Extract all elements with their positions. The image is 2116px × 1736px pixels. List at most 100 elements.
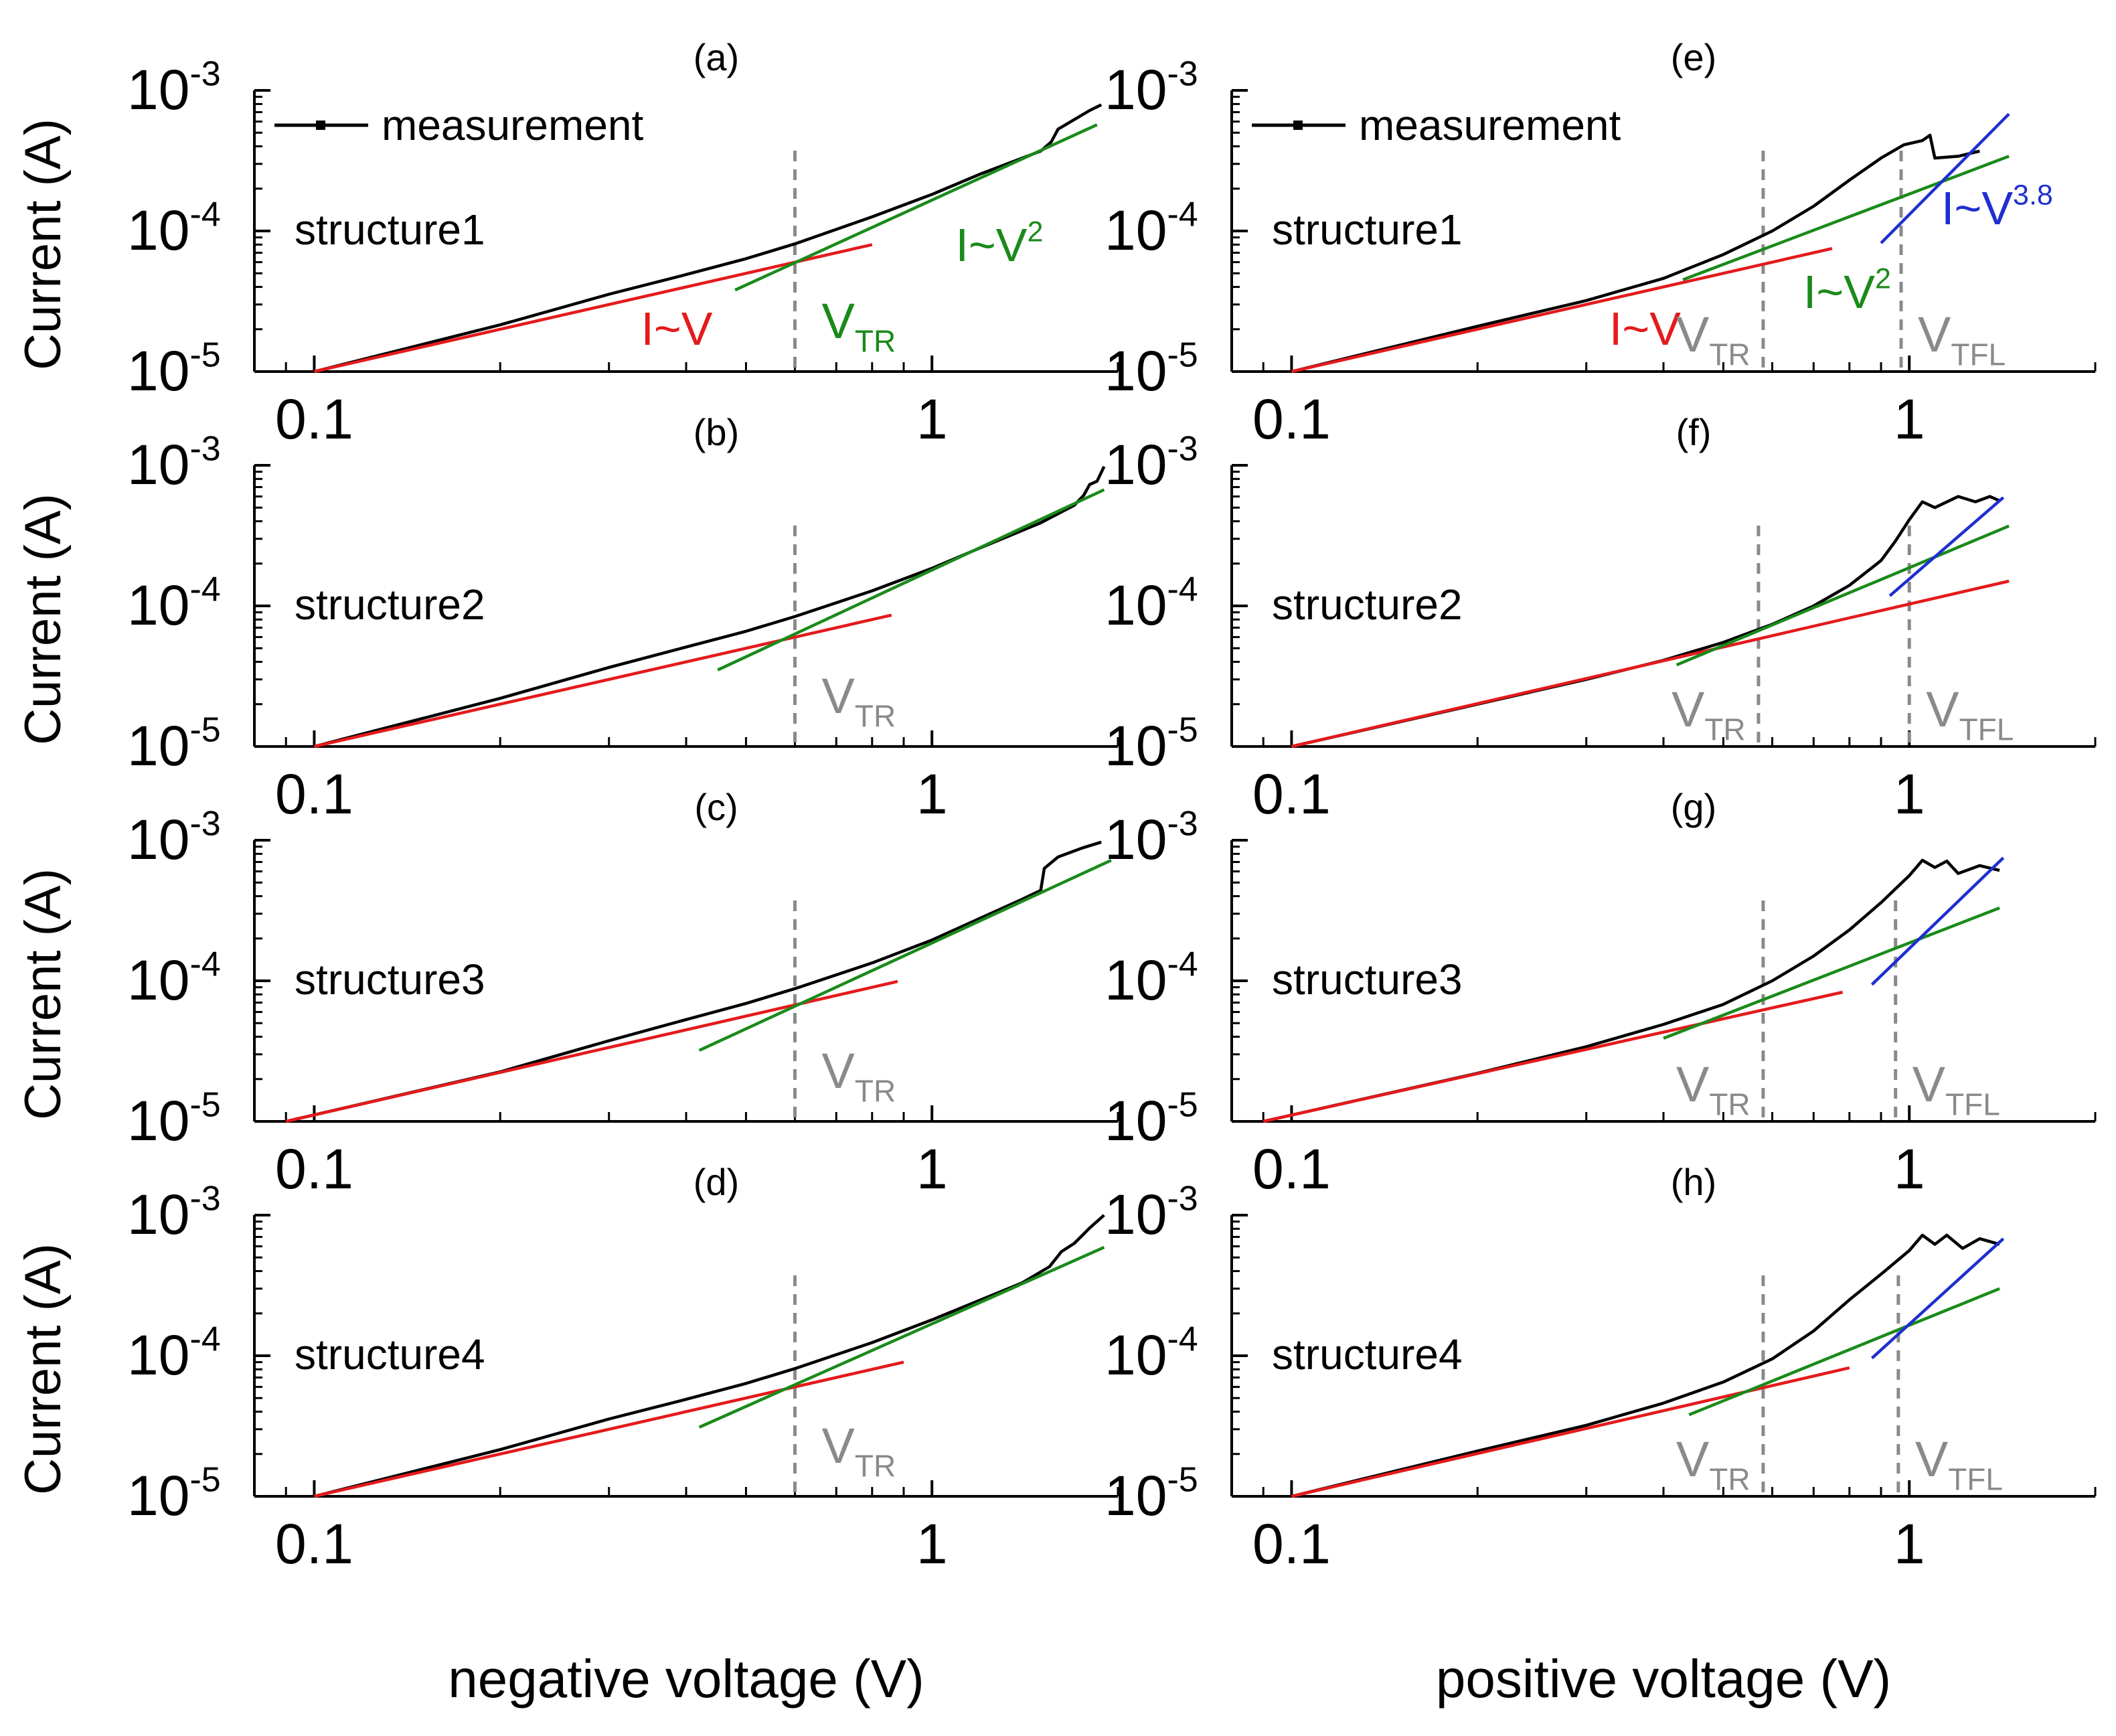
vtfl-label: VTFL [1918,307,2006,372]
tfl-fit-line [1888,496,2005,597]
x-tick-label: 1 [1894,388,1925,451]
panel-label: (f) [1676,411,1712,453]
measurement-curve [313,465,1106,748]
panel-label: (g) [1671,786,1716,828]
quadratic-fit-line [734,123,1098,292]
y-tick-label: 10-4 [1105,945,1198,1012]
x-tick-label: 0.1 [1252,1137,1331,1200]
ohmic-fit-line [1291,1366,1850,1498]
x-tick-label: 1 [1894,763,1925,825]
panel-c: 0.1 1 10-5 10-4 10-3 Current (A) (c) structure3… [15,786,1119,1200]
vtr-label: VTR [1676,1056,1751,1122]
y-tick-label: 10-3 [127,430,221,496]
quadratic-fit-line [698,858,1112,1052]
vtr-label: VTR [821,1418,896,1484]
y-tick-label: 10-4 [1105,195,1198,262]
y-tick-label: 10-3 [1105,430,1198,496]
structure-label: structure1 [1272,206,1463,254]
x-tick-label: 0.1 [275,1512,353,1575]
ohmic-fit-line [1263,990,1844,1123]
ohmic-fit-line [313,243,873,374]
tfl-label: I~V3.8 [1941,179,2053,234]
y-tick-label: 10-4 [127,195,221,262]
vtfl-label: VTFL [1915,1431,2003,1497]
vtr-label: VTR [1676,307,1751,372]
y-tick-label: 10-5 [1105,1461,1198,1527]
quadratic-fit-line [1688,1287,2000,1417]
y-tick-label: 10-5 [127,1461,221,1527]
structure-label: structure1 [295,206,485,254]
y-tick-label: 10-4 [1105,570,1198,637]
y-tick-label: 10-5 [127,711,221,777]
y-axis-label: Current (A) [15,1243,72,1495]
legend-label: measurement [382,101,644,149]
panel-label: (d) [694,1161,739,1203]
quadratic-fit-line [698,1246,1105,1429]
measurement-curve [1263,858,2000,1123]
x-tick-label: 0.1 [1252,1512,1331,1575]
vtfl-label: VTFL [1926,682,2014,747]
tfl-fit-line [1870,1237,2005,1360]
x-axis-label-right: positive voltage (V) [1436,1649,1891,1709]
y-tick-label: 10-4 [127,570,221,637]
x-tick-label: 0.1 [1252,763,1331,825]
vtr-label: VTR [821,1043,896,1109]
panel-label: (e) [1671,36,1716,78]
panel-f: 0.1 1 10-5 10-4 10-3 (f) structure2 VTR VTFL [1105,411,2097,825]
y-tick-label: 10-5 [1105,336,1198,402]
panel-label: (b) [694,411,739,453]
structure-label: structure3 [1272,955,1463,1004]
tfl-fit-line [1870,856,2005,986]
y-tick-label: 10-3 [127,55,221,121]
tfl-fit-line [1880,112,2010,244]
x-axis-label-left: negative voltage (V) [448,1649,924,1709]
y-tick-label: 10-4 [127,945,221,1012]
quadratic-fit-line [717,488,1105,672]
y-tick-label: 10-5 [1105,711,1198,777]
structure-label: structure2 [1272,580,1463,629]
y-tick-label: 10-3 [1105,805,1198,871]
vtfl-label: VTFL [1912,1056,2000,1122]
y-tick-label: 10-3 [1105,55,1198,121]
x-tick-label: 0.1 [275,388,353,451]
measurement-curve [1291,1233,2000,1498]
panel-label: (h) [1671,1161,1716,1203]
panel-e: 0.1 1 10-5 10-4 10-3 (e) structure1 measurement… [1105,36,2097,451]
quadratic-label: I~V2 [955,216,1043,271]
structure-label: structure4 [1272,1330,1463,1378]
measurement-curve [1291,133,1980,374]
y-tick-label: 10-4 [127,1320,221,1387]
ohmic-label: I~V [1609,303,1681,355]
y-tick-label: 10-5 [1105,1086,1198,1152]
x-tick-label: 1 [1894,1137,1925,1200]
panel-b: 0.1 1 10-5 10-4 10-3 Current (A) (b) structure2… [15,411,1119,825]
panel-h: 0.1 1 10-5 10-4 10-3 (h) structure4 VTR VTFL [1105,1161,2097,1575]
measurement-curve [313,1214,1105,1498]
panel-a: 0.1 1 10-5 10-4 10-3 Current (A) (a) structure1… [15,36,1119,451]
x-tick-label: 1 [916,1137,948,1200]
quadratic-fit-line [1676,524,2010,667]
structure-label: structure4 [295,1330,485,1378]
y-axis-label: Current (A) [15,493,72,745]
vtr-label: VTR [821,293,896,359]
legend-label: measurement [1359,101,1621,149]
ohmic-fit-line [1291,247,1833,374]
panel-d: 0.1 1 10-5 10-4 10-3 Current (A) (d) structure4… [15,1161,1119,1575]
ohmic-fit-line [1291,579,2010,748]
panel-label: (c) [694,786,738,828]
ohmic-label: I~V [641,303,712,355]
x-tick-label: 1 [916,763,948,825]
x-tick-label: 0.1 [1252,388,1331,451]
y-tick-label: 10-3 [127,805,221,871]
y-tick-label: 10-5 [127,1086,221,1152]
measurement-curve [285,840,1102,1123]
x-tick-label: 1 [916,388,948,451]
x-tick-label: 0.1 [275,763,353,825]
y-tick-label: 10-3 [1105,1180,1198,1246]
measurement-curve [313,103,1103,374]
x-tick-label: 1 [916,1512,948,1575]
panel-g: 0.1 1 10-5 10-4 10-3 (g) structure3 VTR VTFL [1105,786,2097,1200]
y-tick-label: 10-4 [1105,1320,1198,1387]
y-tick-label: 10-5 [127,336,221,402]
